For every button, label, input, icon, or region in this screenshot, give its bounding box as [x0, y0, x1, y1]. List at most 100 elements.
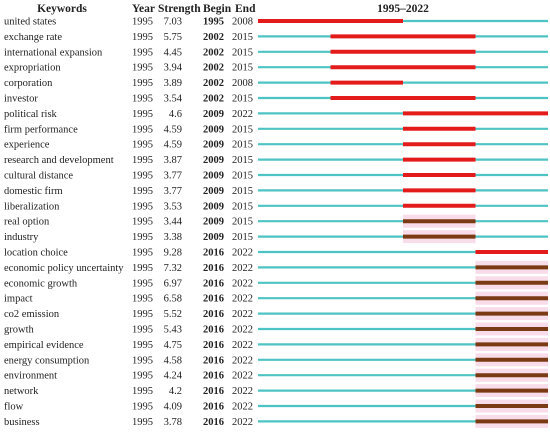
strength-cell: 5.75: [164, 32, 182, 43]
year-cell: 1995: [132, 402, 153, 413]
end-cell: 2015: [232, 171, 253, 182]
begin-cell: 2016: [203, 417, 224, 428]
strength-cell: 5.52: [164, 309, 182, 320]
year-cell: 1995: [132, 340, 153, 351]
end-cell: 2022: [232, 294, 253, 305]
strength-cell: 4.59: [164, 124, 182, 135]
header-begin: Begin: [203, 3, 232, 15]
header-timeline-range: 1995–2022: [377, 3, 429, 15]
keyword-cell: empirical evidence: [4, 340, 84, 351]
year-cell: 1995: [132, 417, 153, 428]
end-cell: 2015: [232, 63, 253, 74]
keyword-cell: investor: [4, 94, 38, 105]
end-cell: 2022: [232, 340, 253, 351]
year-cell: 1995: [132, 171, 153, 182]
header-row: Keywords Year Strength Begin End 1995–20…: [37, 3, 429, 15]
burst-row: industry 1995 3.38 2009 2015: [4, 230, 548, 244]
strength-cell: 4.58: [164, 355, 182, 366]
burst-row: impact 1995 6.58 2016 2022: [4, 291, 548, 305]
end-cell: 2015: [232, 32, 253, 43]
year-cell: 1995: [132, 294, 153, 305]
end-cell: 2015: [232, 94, 253, 105]
burst-row: real option 1995 3.44 2009 2015: [4, 214, 548, 228]
header-keywords: Keywords: [37, 3, 87, 15]
burst-row: firm performance 1995 4.59 2009 2015: [4, 124, 548, 135]
begin-cell: 2016: [203, 340, 224, 351]
end-cell: 2022: [232, 402, 253, 413]
year-cell: 1995: [132, 325, 153, 336]
year-cell: 1995: [132, 355, 153, 366]
begin-cell: 2016: [203, 402, 224, 413]
end-cell: 2015: [232, 140, 253, 151]
end-cell: 2022: [232, 355, 253, 366]
keyword-cell: energy consumption: [4, 355, 90, 366]
strength-cell: 4.45: [164, 47, 182, 58]
begin-cell: 2002: [203, 47, 224, 58]
burst-row: empirical evidence 1995 4.75 2016 2022: [4, 337, 548, 351]
begin-cell: 2009: [203, 232, 224, 243]
begin-cell: 2016: [203, 278, 224, 289]
keyword-cell: real option: [4, 217, 50, 228]
burst-row: growth 1995 5.43 2016 2022: [4, 322, 548, 336]
end-cell: 2022: [232, 371, 253, 382]
year-cell: 1995: [132, 47, 153, 58]
strength-cell: 3.53: [164, 201, 182, 212]
year-cell: 1995: [132, 278, 153, 289]
burst-row: expropriation 1995 3.94 2002 2015: [4, 63, 548, 74]
year-cell: 1995: [132, 263, 153, 274]
burst-row: political risk 1995 4.6 2009 2022: [4, 109, 548, 120]
header-strength: Strength: [158, 3, 201, 15]
year-cell: 1995: [132, 94, 153, 105]
end-cell: 2015: [232, 232, 253, 243]
strength-cell: 6.58: [164, 294, 182, 305]
burst-rows: united states 1995 7.03 1995 2008 exchange ra…: [4, 17, 548, 428]
burst-row: economic growth 1995 6.97 2016 2022: [4, 276, 548, 290]
strength-cell: 3.78: [164, 417, 182, 428]
end-cell: 2022: [232, 278, 253, 289]
burst-row: location choice 1995 9.28 2016 2022: [4, 248, 548, 259]
strength-cell: 3.89: [164, 78, 182, 89]
keyword-cell: environment: [4, 371, 57, 382]
keyword-cell: business: [4, 417, 40, 428]
burst-row: international expansion 1995 4.45 2002 2015: [4, 47, 548, 58]
keyword-cell: liberalization: [4, 201, 60, 212]
strength-cell: 7.32: [164, 263, 182, 274]
begin-cell: 2002: [203, 32, 224, 43]
strength-cell: 5.43: [164, 325, 182, 336]
begin-cell: 2016: [203, 325, 224, 336]
year-cell: 1995: [132, 186, 153, 197]
keyword-cell: growth: [4, 325, 34, 336]
year-cell: 1995: [132, 386, 153, 397]
begin-cell: 2009: [203, 140, 224, 151]
burst-row: business 1995 3.78 2016 2022: [4, 414, 548, 428]
begin-cell: 2016: [203, 371, 224, 382]
header-end: End: [235, 3, 256, 15]
year-cell: 1995: [132, 309, 153, 320]
burst-row: exchange rate 1995 5.75 2002 2015: [4, 32, 548, 43]
end-cell: 2015: [232, 47, 253, 58]
keyword-cell: co2 emission: [4, 309, 60, 320]
keyword-cell: economic policy uncertainty: [4, 263, 124, 274]
end-cell: 2015: [232, 186, 253, 197]
strength-cell: 3.44: [164, 217, 183, 228]
end-cell: 2022: [232, 109, 253, 120]
year-cell: 1995: [132, 109, 153, 120]
end-cell: 2022: [232, 325, 253, 336]
burst-row: economic policy uncertainty 1995 7.32 2016 2…: [4, 260, 548, 274]
strength-cell: 4.59: [164, 140, 182, 151]
begin-cell: 2016: [203, 248, 224, 259]
burst-row: investor 1995 3.54 2002 2015: [4, 94, 548, 105]
strength-cell: 4.6: [169, 109, 182, 120]
begin-cell: 2002: [203, 94, 224, 105]
begin-cell: 2009: [203, 109, 224, 120]
burst-row: corporation 1995 3.89 2002 2008: [4, 78, 548, 89]
keyword-cell: impact: [4, 294, 33, 305]
strength-cell: 9.28: [164, 248, 182, 259]
end-cell: 2008: [232, 17, 253, 28]
burst-row: cultural distance 1995 3.77 2009 2015: [4, 171, 548, 182]
begin-cell: 2016: [203, 386, 224, 397]
burst-row: flow 1995 4.09 2016 2022: [4, 399, 548, 413]
begin-cell: 1995: [203, 17, 224, 28]
keyword-cell: network: [4, 386, 39, 397]
strength-cell: 7.03: [164, 17, 182, 28]
